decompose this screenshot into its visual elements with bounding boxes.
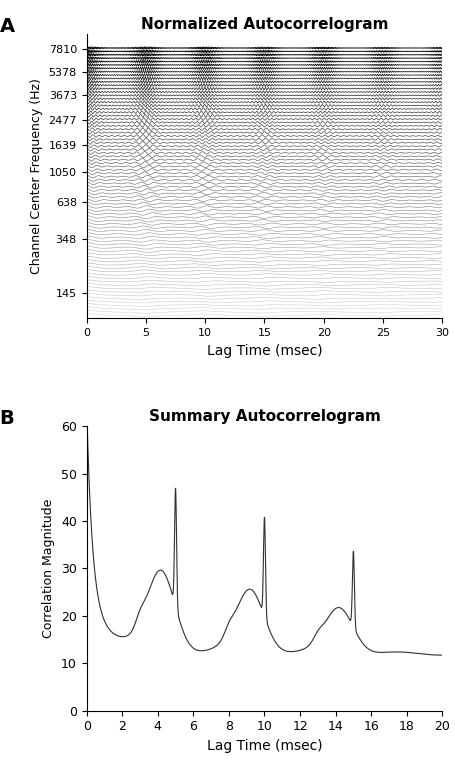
X-axis label: Lag Time (msec): Lag Time (msec) — [206, 344, 322, 358]
X-axis label: Lag Time (msec): Lag Time (msec) — [206, 739, 322, 753]
Y-axis label: Channel Center Frequency (Hz): Channel Center Frequency (Hz) — [30, 79, 43, 274]
Title: Summary Autocorrelogram: Summary Autocorrelogram — [148, 409, 379, 424]
Text: B: B — [0, 410, 14, 429]
Title: Normalized Autocorrelogram: Normalized Autocorrelogram — [141, 17, 387, 32]
Text: A: A — [0, 18, 15, 37]
Y-axis label: Correlation Magnitude: Correlation Magnitude — [42, 499, 55, 638]
